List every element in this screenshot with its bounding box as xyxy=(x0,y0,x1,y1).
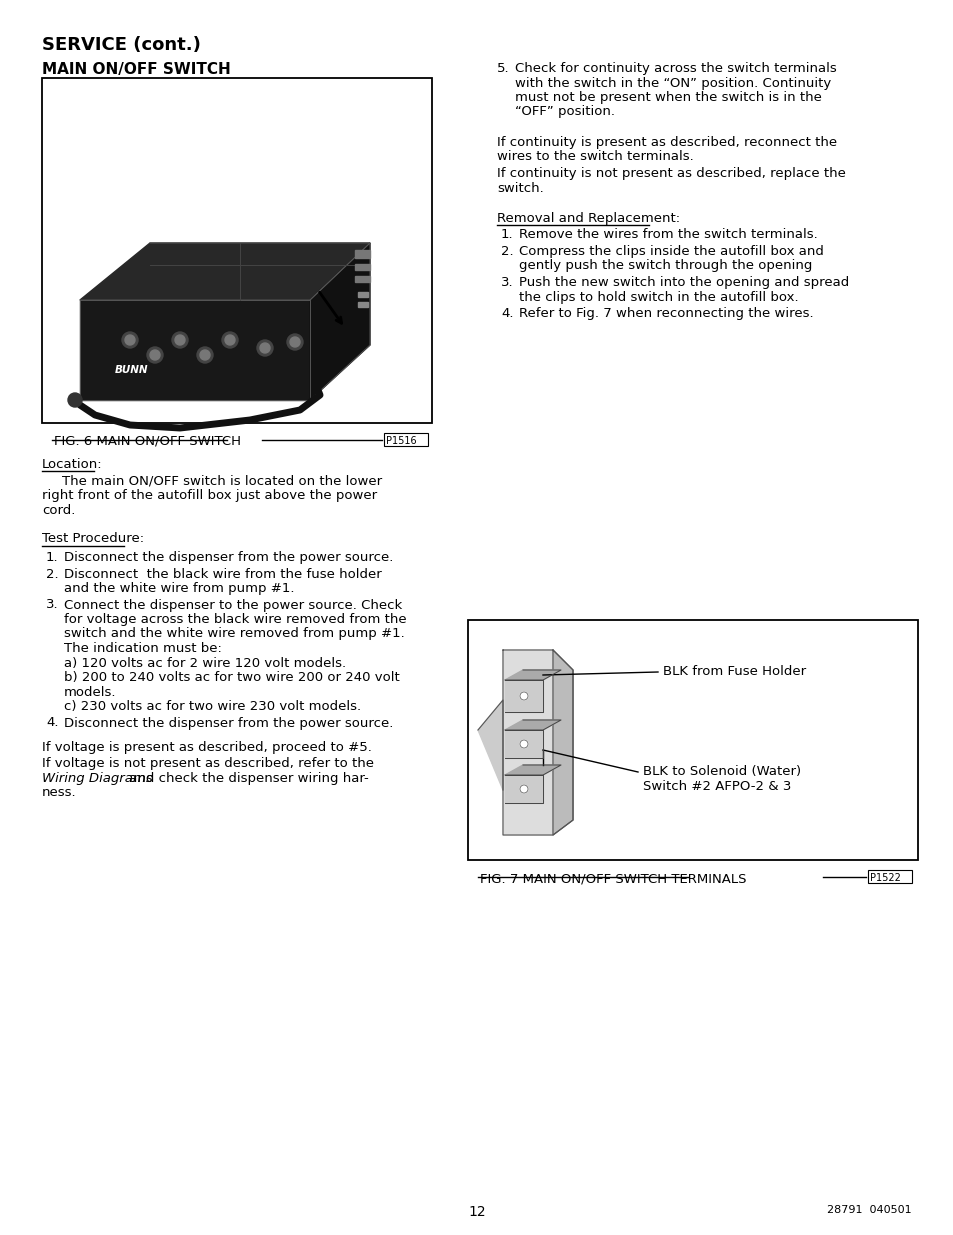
Polygon shape xyxy=(504,764,560,776)
Circle shape xyxy=(290,337,299,347)
Circle shape xyxy=(519,740,527,748)
Text: Wiring Diagrams: Wiring Diagrams xyxy=(42,772,152,785)
Text: Location:: Location: xyxy=(42,458,103,471)
Text: SERVICE (cont.): SERVICE (cont.) xyxy=(42,36,201,54)
Text: FIG. 6 MAIN ON/OFF SWITCH: FIG. 6 MAIN ON/OFF SWITCH xyxy=(54,435,241,448)
Text: P1516: P1516 xyxy=(386,436,416,446)
Text: wires to the switch terminals.: wires to the switch terminals. xyxy=(497,151,693,163)
Text: Disconnect the dispenser from the power source.: Disconnect the dispenser from the power … xyxy=(64,716,393,730)
Text: 4.: 4. xyxy=(46,716,58,730)
Text: for voltage across the black wire removed from the: for voltage across the black wire remove… xyxy=(64,613,406,626)
Polygon shape xyxy=(310,243,370,400)
Polygon shape xyxy=(553,650,573,835)
Circle shape xyxy=(519,692,527,700)
Text: c) 230 volts ac for two wire 230 volt models.: c) 230 volts ac for two wire 230 volt mo… xyxy=(64,700,361,713)
Circle shape xyxy=(196,347,213,363)
Text: BLK to Solenoid (Water): BLK to Solenoid (Water) xyxy=(642,764,801,778)
Circle shape xyxy=(125,335,135,345)
Text: 1.: 1. xyxy=(46,551,58,564)
Polygon shape xyxy=(80,243,370,300)
Circle shape xyxy=(225,335,234,345)
Bar xyxy=(355,264,370,270)
Circle shape xyxy=(122,332,138,348)
Text: a) 120 volts ac for 2 wire 120 volt models.: a) 120 volts ac for 2 wire 120 volt mode… xyxy=(64,657,346,669)
Text: If continuity is present as described, reconnect the: If continuity is present as described, r… xyxy=(497,136,836,149)
Text: 12: 12 xyxy=(468,1205,485,1219)
Text: models.: models. xyxy=(64,685,116,699)
Text: 28791  040501: 28791 040501 xyxy=(826,1205,911,1215)
Bar xyxy=(384,433,428,446)
Circle shape xyxy=(172,332,188,348)
Text: Switch #2 AFPO-2 & 3: Switch #2 AFPO-2 & 3 xyxy=(642,779,791,793)
Polygon shape xyxy=(80,300,310,400)
Text: BUNN: BUNN xyxy=(115,366,149,375)
Text: Check for continuity across the switch terminals: Check for continuity across the switch t… xyxy=(515,62,836,75)
Text: If voltage is not present as described, refer to the: If voltage is not present as described, … xyxy=(42,757,374,771)
Text: 5.: 5. xyxy=(497,62,509,75)
Bar xyxy=(867,869,911,883)
Bar xyxy=(355,249,370,258)
Polygon shape xyxy=(504,730,542,758)
Text: If continuity is not present as described, replace the: If continuity is not present as describe… xyxy=(497,167,845,180)
Bar xyxy=(355,275,370,282)
Circle shape xyxy=(174,335,185,345)
Polygon shape xyxy=(477,700,502,790)
Text: 3.: 3. xyxy=(46,599,58,611)
Text: Removal and Replacement:: Removal and Replacement: xyxy=(497,212,679,225)
Text: and check the dispenser wiring har-: and check the dispenser wiring har- xyxy=(125,772,369,785)
Bar xyxy=(357,291,368,296)
Polygon shape xyxy=(504,776,542,803)
Text: The indication must be:: The indication must be: xyxy=(64,642,222,655)
Text: 3.: 3. xyxy=(500,275,513,289)
Text: BLK from Fuse Holder: BLK from Fuse Holder xyxy=(662,664,805,678)
Text: with the switch in the “ON” position. Continuity: with the switch in the “ON” position. Co… xyxy=(515,77,830,89)
Text: Connect the dispenser to the power source. Check: Connect the dispenser to the power sourc… xyxy=(64,599,402,611)
Polygon shape xyxy=(502,650,573,835)
Circle shape xyxy=(222,332,237,348)
Circle shape xyxy=(260,343,270,353)
Text: cord.: cord. xyxy=(42,504,75,517)
Text: 2.: 2. xyxy=(500,245,513,258)
Text: Disconnect the dispenser from the power source.: Disconnect the dispenser from the power … xyxy=(64,551,393,564)
Text: Remove the wires from the switch terminals.: Remove the wires from the switch termina… xyxy=(518,228,817,242)
Text: gently push the switch through the opening: gently push the switch through the openi… xyxy=(518,259,812,273)
Bar xyxy=(468,620,917,860)
Text: 4.: 4. xyxy=(500,308,513,320)
Circle shape xyxy=(68,393,82,408)
Text: the clips to hold switch in the autofill box.: the clips to hold switch in the autofill… xyxy=(518,290,798,304)
Text: “OFF” position.: “OFF” position. xyxy=(515,105,615,119)
Circle shape xyxy=(287,333,303,350)
Bar xyxy=(357,303,368,308)
Text: P1522: P1522 xyxy=(869,873,900,883)
Text: b) 200 to 240 volts ac for two wire 200 or 240 volt: b) 200 to 240 volts ac for two wire 200 … xyxy=(64,671,399,684)
Circle shape xyxy=(519,785,527,793)
Text: 2.: 2. xyxy=(46,568,58,580)
Text: right front of the autofill box just above the power: right front of the autofill box just abo… xyxy=(42,489,376,503)
Text: Push the new switch into the opening and spread: Push the new switch into the opening and… xyxy=(518,275,848,289)
Circle shape xyxy=(256,340,273,356)
Text: The main ON/OFF switch is located on the lower: The main ON/OFF switch is located on the… xyxy=(62,475,382,488)
Polygon shape xyxy=(504,671,560,680)
Text: Compress the clips inside the autofill box and: Compress the clips inside the autofill b… xyxy=(518,245,823,258)
Text: switch and the white wire removed from pump #1.: switch and the white wire removed from p… xyxy=(64,627,404,641)
Circle shape xyxy=(147,347,163,363)
Text: Refer to Fig. 7 when reconnecting the wires.: Refer to Fig. 7 when reconnecting the wi… xyxy=(518,308,813,320)
Polygon shape xyxy=(504,680,542,713)
Circle shape xyxy=(150,350,160,359)
Text: switch.: switch. xyxy=(497,182,543,194)
Text: MAIN ON/OFF SWITCH: MAIN ON/OFF SWITCH xyxy=(42,62,231,77)
Bar xyxy=(42,78,432,424)
Text: ness.: ness. xyxy=(42,787,76,799)
Text: must not be present when the switch is in the: must not be present when the switch is i… xyxy=(515,91,821,104)
Polygon shape xyxy=(504,720,560,730)
Text: If voltage is present as described, proceed to #5.: If voltage is present as described, proc… xyxy=(42,741,372,755)
Text: Test Procedure:: Test Procedure: xyxy=(42,532,144,546)
Text: FIG. 7 MAIN ON/OFF SWITCH TERMINALS: FIG. 7 MAIN ON/OFF SWITCH TERMINALS xyxy=(479,872,745,885)
Circle shape xyxy=(200,350,210,359)
Text: 1.: 1. xyxy=(500,228,513,242)
Text: and the white wire from pump #1.: and the white wire from pump #1. xyxy=(64,582,294,595)
Text: Disconnect  the black wire from the fuse holder: Disconnect the black wire from the fuse … xyxy=(64,568,381,580)
